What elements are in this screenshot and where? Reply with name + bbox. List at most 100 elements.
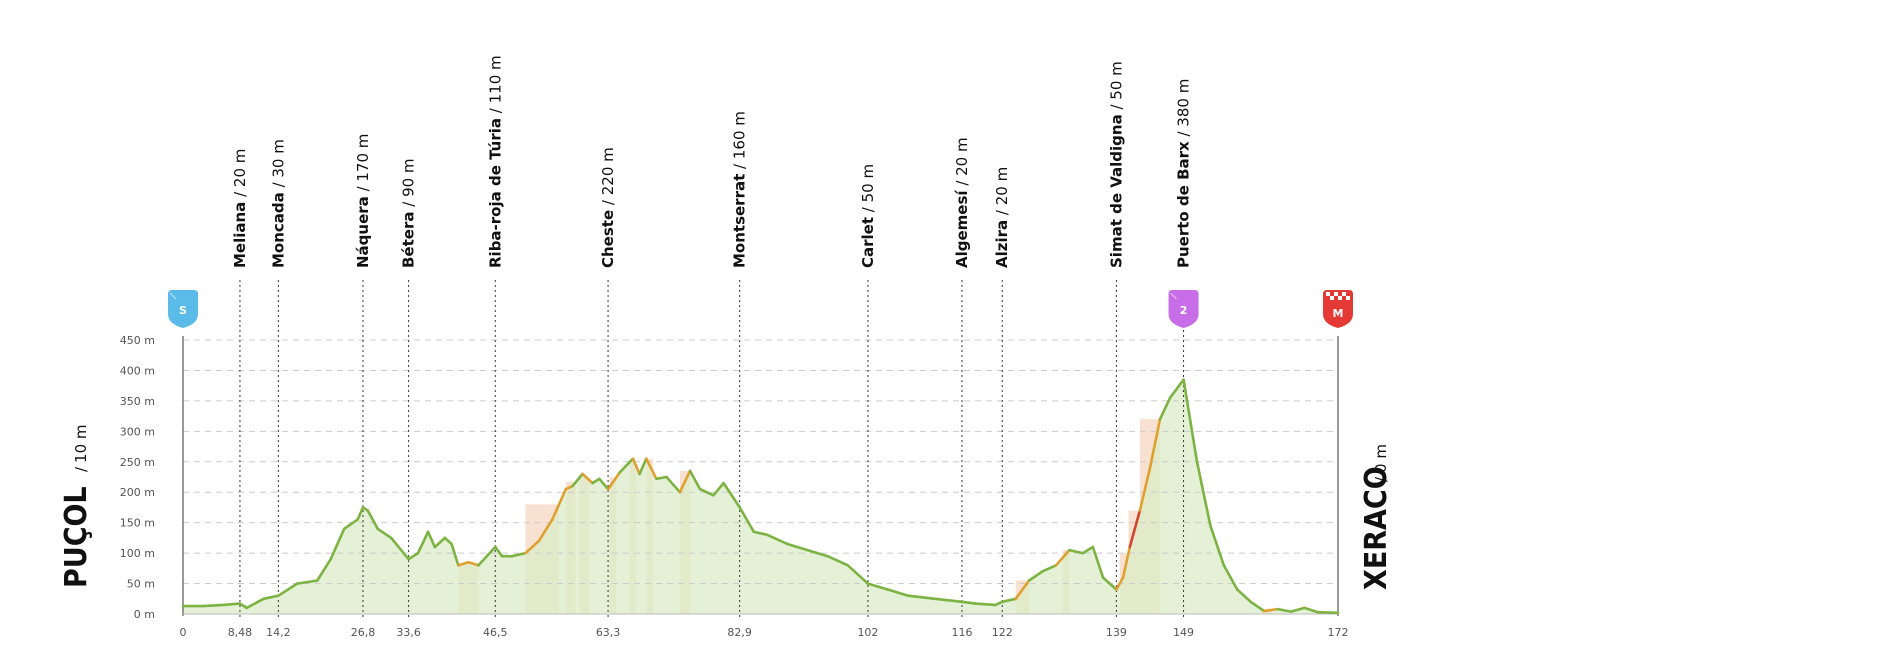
- finish-checker: [1338, 296, 1342, 300]
- waypoint-labels: Meliana / 20 m Moncada / 30 m Náquera / 17…: [231, 55, 1193, 268]
- waypoint-label: Bétera / 90 m: [400, 158, 418, 268]
- profile-segment: [1316, 610, 1340, 615]
- profile-segment: [1222, 563, 1239, 591]
- profile-segment: [655, 475, 668, 481]
- waypoint-altitude: / 220 m: [599, 147, 617, 210]
- profile-line: [181, 378, 1340, 615]
- profile-segment: [1195, 460, 1212, 528]
- x-km-label: 82,9: [727, 626, 752, 639]
- profile-segment: [295, 579, 319, 585]
- profile-fill: [183, 379, 1338, 614]
- profile-segment: [752, 530, 769, 537]
- profile-segment: [1101, 576, 1118, 591]
- x-km-label: 116: [951, 626, 972, 639]
- profile-segment: [866, 582, 890, 591]
- waypoint-altitude: / 90 m: [400, 158, 418, 211]
- profile-segment: [765, 533, 789, 546]
- profile-area: [183, 379, 1338, 614]
- profile-segment: [524, 539, 541, 555]
- profile-segment: [618, 457, 635, 475]
- profile-segment: [665, 475, 682, 494]
- waypoint-label: Alzira / 20 m: [993, 167, 1011, 268]
- start-separator: /: [72, 466, 90, 472]
- profile-segment: [1068, 548, 1085, 555]
- start-badge-label: S: [179, 304, 187, 317]
- x-km-label: 102: [857, 626, 878, 639]
- profile-segment: [960, 600, 977, 605]
- profile-segment: [606, 471, 621, 491]
- profile-segment: [1115, 576, 1125, 591]
- profile-segment: [201, 603, 225, 608]
- profile-segment: [712, 481, 725, 497]
- profile-segment: [1121, 545, 1132, 579]
- start-altitude-value: 10 m: [72, 424, 90, 462]
- y-tick-label: 300 m: [120, 425, 155, 438]
- waypoint-name: Náquera: [354, 196, 372, 268]
- waypoint-label: Carlet / 50 m: [859, 164, 877, 268]
- profile-segment: [342, 518, 359, 531]
- profile-segment: [238, 602, 249, 610]
- profile-segment: [571, 472, 584, 488]
- start-name: PUÇOL: [59, 486, 94, 588]
- profile-segment: [1027, 570, 1044, 582]
- profile-segment: [933, 597, 964, 604]
- profile-segment: [366, 509, 380, 531]
- profile-segment: [974, 602, 997, 607]
- profile-segment: [698, 487, 715, 497]
- finish-altitude-value: 0 m: [1372, 444, 1390, 473]
- profile-segment: [846, 563, 870, 585]
- waypoint-altitude: / 50 m: [1107, 61, 1125, 114]
- waypoint-altitude: / 160 m: [731, 111, 749, 174]
- y-tick-label: 400 m: [120, 364, 155, 377]
- climb-badge-label: 2: [1180, 304, 1188, 317]
- y-tick-label: 350 m: [120, 395, 155, 408]
- profile-segment: [329, 527, 346, 561]
- waypoint-label: Cheste / 220 m: [599, 147, 617, 268]
- x-km-label: 8,48: [228, 626, 253, 639]
- waypoint-altitude: / 30 m: [269, 139, 287, 192]
- waypoint-name: Montserrat: [731, 174, 749, 268]
- profile-segment: [638, 457, 648, 476]
- y-tick-label: 50 m: [127, 578, 155, 591]
- waypoint-name: Bétera: [400, 212, 418, 268]
- profile-segment: [886, 588, 910, 598]
- profile-segment: [688, 469, 702, 491]
- profile-segment: [1303, 606, 1320, 614]
- profile-segment: [1000, 597, 1018, 604]
- finish-checker: [1342, 292, 1346, 296]
- profile-segment: [786, 542, 809, 552]
- profile-segment: [426, 530, 437, 549]
- waypoint-markers: [239, 280, 1185, 618]
- profile-segment: [443, 536, 453, 546]
- finish-altitude: / 0 m: [1372, 444, 1390, 482]
- waypoint-name: Cheste: [599, 210, 617, 268]
- start-altitude: / 10 m: [72, 424, 90, 472]
- profile-segment: [806, 548, 830, 558]
- waypoint-name: Moncada: [269, 192, 287, 268]
- profile-segment: [537, 518, 554, 543]
- profile-segment: [356, 506, 365, 521]
- profile-segment: [826, 554, 850, 567]
- profile-segment: [450, 542, 460, 567]
- x-km-label: 122: [992, 626, 1013, 639]
- profile-segment: [644, 457, 658, 481]
- profile-segment: [245, 597, 265, 610]
- waypoint-altitude: / 20 m: [231, 149, 249, 202]
- profile-segment: [1276, 607, 1293, 613]
- profile-segment: [1289, 606, 1306, 613]
- profile-segment: [722, 481, 742, 509]
- x-km-label: 0: [180, 626, 187, 639]
- profile-segment: [389, 536, 410, 561]
- profile-segment: [416, 530, 430, 555]
- waypoint-altitude: / 20 m: [993, 167, 1011, 220]
- start-badge: [168, 290, 198, 328]
- badge-accent: [1170, 292, 1177, 300]
- profile-segment: [738, 506, 756, 534]
- profile-segment: [1262, 607, 1279, 613]
- profile-segment: [597, 477, 610, 491]
- start-finish-labels: PUÇOL / 10 m XERACO / 0 m: [59, 424, 1394, 590]
- profile-segment: [581, 472, 594, 485]
- waypoint-label: Algemesí / 20 m: [953, 137, 971, 268]
- finish-name: XERACO: [1359, 466, 1394, 590]
